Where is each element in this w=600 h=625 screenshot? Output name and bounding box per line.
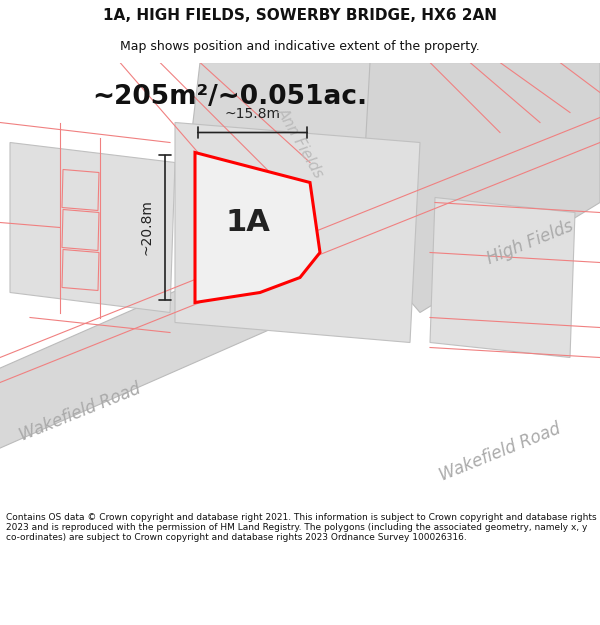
Polygon shape: [0, 82, 600, 452]
Text: 1A, HIGH FIELDS, SOWERBY BRIDGE, HX6 2AN: 1A, HIGH FIELDS, SOWERBY BRIDGE, HX6 2AN: [103, 8, 497, 23]
Text: Ann Fields: Ann Fields: [274, 104, 326, 181]
Text: High Fields: High Fields: [484, 217, 576, 268]
Text: Wakefield Road: Wakefield Road: [437, 420, 563, 485]
Text: ~20.8m: ~20.8m: [140, 199, 154, 256]
Polygon shape: [10, 142, 175, 312]
Text: ~15.8m: ~15.8m: [224, 107, 281, 121]
Text: ~205m²/~0.051ac.: ~205m²/~0.051ac.: [92, 84, 368, 111]
Polygon shape: [195, 152, 320, 302]
Polygon shape: [180, 62, 420, 333]
Polygon shape: [430, 198, 575, 358]
Polygon shape: [175, 122, 420, 342]
Polygon shape: [360, 62, 600, 312]
Text: Contains OS data © Crown copyright and database right 2021. This information is : Contains OS data © Crown copyright and d…: [6, 512, 596, 542]
Text: Map shows position and indicative extent of the property.: Map shows position and indicative extent…: [120, 41, 480, 53]
Text: 1A: 1A: [226, 208, 271, 237]
Text: Wakefield Road: Wakefield Road: [17, 380, 143, 445]
